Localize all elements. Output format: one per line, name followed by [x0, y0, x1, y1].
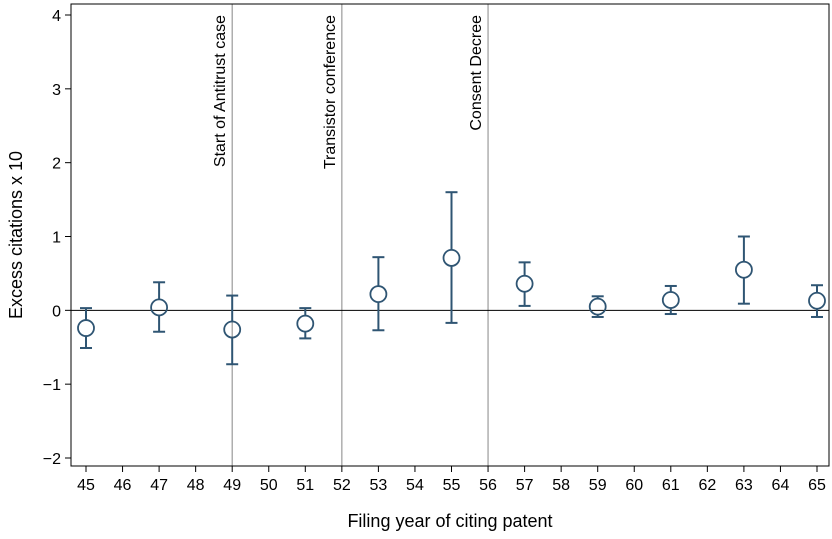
point-marker [588, 297, 607, 316]
x-tick-label: 60 [625, 477, 643, 494]
point-marker [661, 291, 680, 309]
x-tick-label: 45 [77, 477, 95, 494]
x-tick-label: 48 [187, 477, 205, 494]
estimate-point [808, 284, 826, 318]
x-tick-label: 52 [333, 477, 351, 494]
y-tick-label: 3 [52, 82, 61, 99]
y-tick-label: −2 [43, 451, 61, 468]
x-tick-label: 49 [223, 477, 241, 494]
y-tick-label: 4 [52, 8, 61, 25]
point-marker [296, 314, 315, 333]
y-axis-title: Excess citations x 10 [6, 151, 26, 319]
y-axis: −2 −1 0 1 2 3 4 [43, 8, 71, 468]
point-marker [369, 285, 388, 303]
estimate-point [223, 294, 242, 366]
x-tick-label: 57 [516, 477, 534, 494]
x-axis: 45 46 47 48 49 50 51 52 53 54 55 56 57 58 59 60 61 62 63 64… [77, 466, 826, 494]
x-tick-label: 61 [662, 477, 680, 494]
estimate-point [735, 235, 753, 305]
y-tick-label: 1 [52, 230, 61, 247]
point-marker [150, 298, 169, 317]
x-tick-label: 62 [698, 477, 716, 494]
estimate-point [296, 307, 315, 340]
point-marker [442, 249, 461, 267]
plot-frame [70, 3, 830, 467]
event-label: Consent Decree [468, 15, 485, 131]
x-tick-label: 56 [479, 477, 497, 494]
estimate-point [515, 261, 534, 307]
estimate-point [77, 307, 95, 349]
x-tick-label: 64 [772, 477, 790, 494]
estimate-point [150, 281, 169, 333]
point-marker [808, 291, 826, 310]
point-marker [515, 274, 534, 293]
x-tick-label: 54 [406, 477, 424, 494]
x-axis-title: Filing year of citing patent [347, 511, 552, 531]
x-tick-label: 50 [260, 477, 278, 494]
x-tick-label: 59 [589, 477, 607, 494]
point-marker [223, 320, 242, 339]
x-tick-label: 51 [296, 477, 314, 494]
y-tick-label: −1 [43, 377, 61, 394]
point-marker [77, 319, 95, 337]
x-tick-label: 63 [735, 477, 753, 494]
estimate-point [369, 256, 388, 332]
y-tick-label: 0 [52, 303, 61, 320]
x-tick-label: 58 [552, 477, 570, 494]
x-tick-label: 46 [114, 477, 132, 494]
event-label: Start of Antitrust case [212, 15, 229, 167]
estimates-series [77, 191, 826, 366]
estimate-point [661, 284, 680, 316]
y-tick-label: 2 [52, 156, 61, 173]
x-tick-label: 47 [150, 477, 168, 494]
estimate-point [588, 295, 607, 318]
event-label: Transistor conference [322, 15, 339, 169]
x-tick-label: 53 [370, 477, 388, 494]
x-tick-label: 65 [808, 477, 826, 494]
point-marker [735, 260, 753, 279]
event-lines: Start of Antitrust case Transistor confer… [212, 4, 489, 466]
x-tick-label: 55 [443, 477, 461, 494]
estimate-point [442, 191, 461, 324]
